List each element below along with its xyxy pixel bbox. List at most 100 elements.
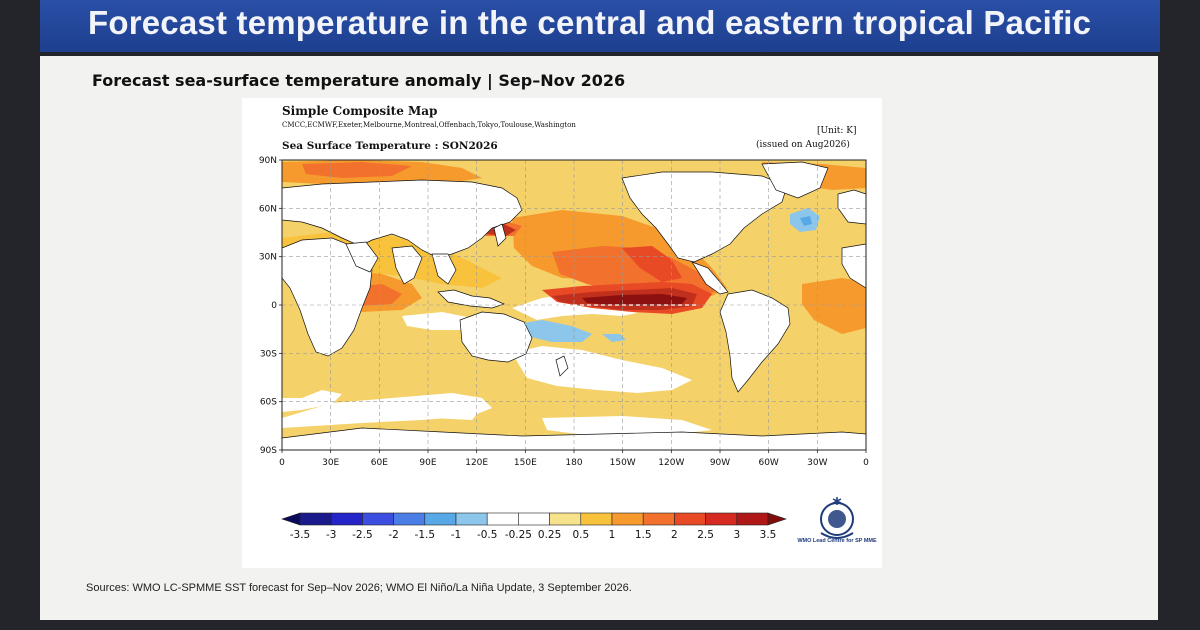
latitude-tick-label: 90N bbox=[259, 156, 277, 166]
latitude-tick-label: 30S bbox=[260, 349, 277, 359]
colorbar-swatch bbox=[611, 512, 644, 526]
colorbar-label: 2.5 bbox=[697, 529, 714, 541]
europe-landmass bbox=[837, 189, 866, 225]
colorbar-swatch bbox=[362, 512, 394, 526]
slide: Forecast sea-surface temperature anomaly… bbox=[40, 56, 1158, 620]
colorbar-label: -0.5 bbox=[477, 529, 498, 541]
colorbar-swatch bbox=[642, 512, 675, 526]
land-masses bbox=[282, 161, 866, 450]
colorbar-swatch bbox=[424, 512, 457, 526]
warm-anomaly-2 bbox=[622, 246, 682, 282]
map-title: Sea Surface Temperature : SON2026 bbox=[282, 140, 498, 152]
colorbar-swatch bbox=[736, 512, 769, 526]
cool-anomaly-1 bbox=[517, 320, 592, 342]
logo-wreath bbox=[820, 532, 854, 539]
colorbar-label: 3.5 bbox=[760, 529, 777, 541]
sst-anomaly-map: 90N 60N 30N 0 30S 60S 90S 0 30E 60E 90E 120E 150E 18… bbox=[259, 156, 869, 541]
eurasia-landmass bbox=[282, 179, 523, 259]
forecast-figure: Simple Composite Map CMCC,ECMWF,Exeter,M… bbox=[242, 98, 882, 568]
latitude-tick-label: 60S bbox=[260, 398, 277, 408]
colorbar-swatch bbox=[455, 512, 488, 526]
longitude-axis: 0 30E 60E 90E 120E 150E 180 150W 120W 90W 60W 30W 0 bbox=[279, 450, 869, 468]
colorbar-low-arrow bbox=[281, 512, 301, 526]
figure-heading: Simple Composite Map bbox=[282, 104, 438, 118]
latitude-tick-label: 0 bbox=[271, 301, 277, 311]
longitude-tick-label: 60W bbox=[758, 458, 778, 468]
colorbar-label: 3 bbox=[733, 529, 740, 541]
map-plot-area bbox=[282, 160, 866, 450]
warm-anomaly-3 bbox=[582, 294, 687, 306]
unit-label: [Unit: K] bbox=[817, 126, 857, 136]
warm-anomaly-1 bbox=[802, 278, 866, 334]
colorbar-label: -2.5 bbox=[352, 529, 373, 541]
colorbar-swatch bbox=[486, 512, 519, 526]
logo-caption: WMO Lead Centre for SP MME bbox=[797, 538, 877, 544]
southeast-asia-landmass bbox=[431, 253, 457, 285]
logo-globe bbox=[828, 510, 846, 528]
greenland-landmass bbox=[761, 161, 829, 199]
colorbar-label: 0.25 bbox=[538, 529, 561, 541]
warm-anomaly-1-5 bbox=[302, 162, 412, 178]
issued-label: (issued on Aug2026) bbox=[756, 140, 850, 150]
longitude-tick-label: 0 bbox=[863, 458, 869, 468]
latitude-tick-label: 90S bbox=[260, 446, 277, 456]
longitude-tick-label: 120W bbox=[658, 458, 684, 468]
colorbar-swatch bbox=[330, 512, 363, 526]
latitude-tick-label: 30N bbox=[259, 253, 277, 263]
colorbar-label: 0.5 bbox=[572, 529, 589, 541]
new-zealand-landmass bbox=[555, 355, 569, 377]
colorbar-label: 2 bbox=[671, 529, 678, 541]
page-title: Forecast temperature in the central and … bbox=[88, 4, 1092, 41]
neutral-anomaly-region bbox=[282, 390, 342, 412]
colorbar-swatch bbox=[674, 512, 706, 526]
india-landmass bbox=[391, 245, 423, 285]
longitude-tick-label: 30E bbox=[322, 458, 339, 468]
colorbar-label: -1 bbox=[451, 529, 461, 541]
cool-anomaly-1-5 bbox=[800, 216, 812, 226]
longitude-tick-label: 120E bbox=[465, 458, 488, 468]
colorbar-swatch bbox=[518, 512, 550, 526]
colorbar-high-arrow bbox=[767, 512, 787, 526]
longitude-tick-label: 90W bbox=[710, 458, 730, 468]
longitude-tick-label: 150E bbox=[514, 458, 537, 468]
arabia-landmass bbox=[345, 241, 379, 273]
neutral-anomaly-region bbox=[402, 398, 482, 420]
graticule bbox=[282, 160, 866, 450]
north-america-landmass bbox=[621, 171, 788, 263]
south-america-landmass bbox=[719, 289, 791, 393]
latitude-tick-label: 60N bbox=[259, 204, 277, 214]
west-africa-landmass bbox=[841, 243, 866, 289]
colorbar-swatch bbox=[299, 512, 332, 526]
colorbar-label: -3.5 bbox=[290, 529, 311, 541]
longitude-tick-label: 60E bbox=[371, 458, 388, 468]
colorbar-label: 1.5 bbox=[635, 529, 652, 541]
colorbar-swatch bbox=[705, 512, 738, 526]
indonesia-landmass bbox=[437, 289, 505, 309]
title-banner: Forecast temperature in the central and … bbox=[40, 0, 1160, 52]
colorbar-label: -1.5 bbox=[415, 529, 436, 541]
japan-landmass bbox=[493, 223, 507, 247]
neutral-anomaly-region bbox=[512, 346, 692, 393]
colorbar-label: 1 bbox=[609, 529, 616, 541]
cool-anomaly-1 bbox=[602, 334, 626, 342]
longitude-tick-label: 150W bbox=[610, 458, 636, 468]
australia-landmass bbox=[459, 311, 533, 363]
wmo-logo bbox=[820, 497, 854, 539]
central-america-landmass bbox=[691, 261, 729, 295]
longitude-tick-label: 90E bbox=[419, 458, 436, 468]
colorbar: -3.5 -3 -2.5 -2 -1.5 -1 -0.5 -0.25 0.25 0.5 1 1.5 2 2… bbox=[281, 512, 787, 541]
colorbar-label: -2 bbox=[388, 529, 398, 541]
longitude-tick-label: 0 bbox=[279, 458, 285, 468]
longitude-tick-label: 30W bbox=[807, 458, 827, 468]
sources-note: Sources: WMO LC-SPMME SST forecast for S… bbox=[86, 582, 632, 594]
africa-landmass bbox=[282, 237, 373, 357]
logo-star bbox=[832, 497, 842, 505]
colorbar-label: -0.25 bbox=[505, 529, 532, 541]
longitude-tick-label: 180 bbox=[565, 458, 582, 468]
colorbar-swatch bbox=[549, 512, 582, 526]
colorbar-swatch bbox=[580, 512, 613, 526]
latitude-axis: 90N 60N 30N 0 30S 60S 90S bbox=[259, 156, 282, 456]
neutral-anomaly-region bbox=[542, 416, 712, 436]
colorbar-label: -3 bbox=[326, 529, 336, 541]
